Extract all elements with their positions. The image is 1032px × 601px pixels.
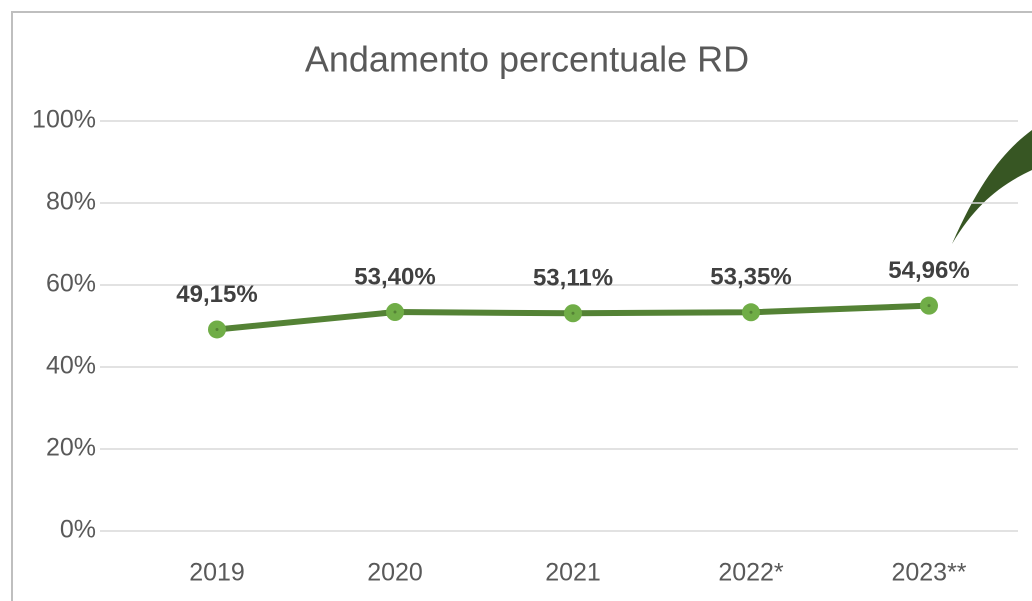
marker-dot xyxy=(393,310,397,314)
x-tick-label: 2020 xyxy=(367,559,423,587)
x-tick-label: 2019 xyxy=(189,559,245,587)
data-label: 54,96% xyxy=(888,257,969,284)
chart-border xyxy=(11,11,1032,601)
data-label: 49,15% xyxy=(176,281,257,308)
marker-dot xyxy=(571,311,575,315)
x-tick-label: 2023** xyxy=(891,559,966,587)
data-label: 53,35% xyxy=(710,264,791,291)
x-tick-label: 2021 xyxy=(545,559,601,587)
y-tick-label: 80% xyxy=(46,188,96,216)
leaf-decoration xyxy=(952,130,1032,244)
chart-title: Andamento percentuale RD xyxy=(305,39,749,80)
y-tick-label: 0% xyxy=(60,516,96,544)
marker-dot xyxy=(749,310,753,314)
marker-dot xyxy=(215,327,219,331)
data-label: 53,40% xyxy=(354,263,435,290)
data-label: 53,11% xyxy=(533,265,613,292)
y-tick-label: 20% xyxy=(46,434,96,462)
y-tick-label: 100% xyxy=(32,106,96,134)
x-tick-label: 2022* xyxy=(718,559,784,587)
y-tick-label: 40% xyxy=(46,352,96,380)
y-tick-label: 60% xyxy=(46,270,96,298)
marker-dot xyxy=(927,304,931,308)
